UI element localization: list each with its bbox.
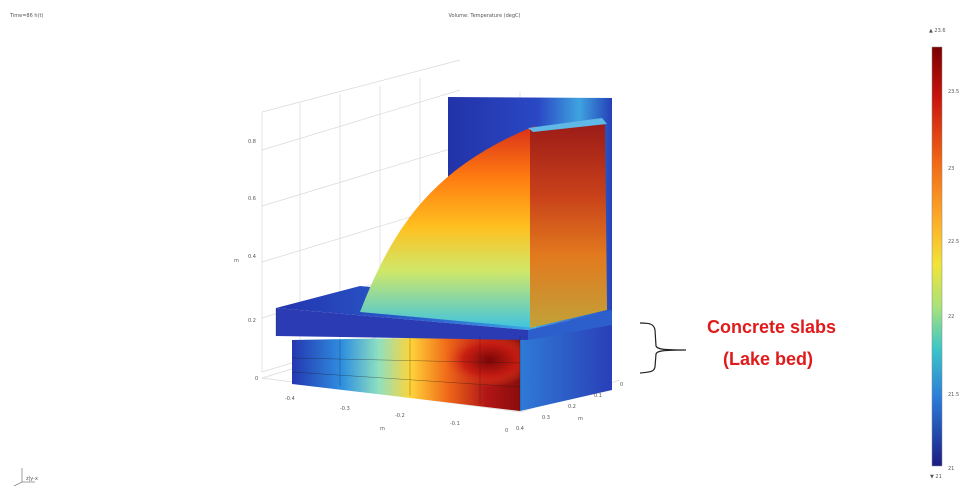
colorbar-tick-label: 21.5 (948, 392, 959, 398)
colorbar-tick-label: 21 (948, 466, 954, 472)
upper-slab-side (528, 310, 612, 340)
wall-top (528, 118, 607, 132)
y-tick-label: 0 (620, 382, 623, 388)
colorbar-tick-label: 22 (948, 314, 954, 320)
z-axis-label: m (234, 258, 239, 264)
colorbar-max-label: ▲ 23.6 (929, 28, 946, 34)
y-tick-label: 0.4 (516, 426, 524, 432)
wall-side (530, 122, 607, 328)
x-tick-label: -0.4 (285, 396, 295, 402)
z-tick-label: 0 (255, 376, 258, 382)
colorbar-tick-label: 23 (948, 166, 954, 172)
annotation-line-1: Concrete slabs (707, 317, 837, 337)
x-tick-label: 0 (505, 428, 508, 434)
axes-triad-icon (13, 468, 35, 487)
colorbar (931, 46, 943, 467)
hot-zone (420, 336, 520, 396)
colorbar-tick-label: 23.5 (948, 89, 959, 95)
y-tick-label: 0.3 (542, 415, 550, 421)
colorbar-tick-label: 22.5 (948, 239, 959, 245)
upper-slab-front (276, 308, 528, 340)
y-axis-label: m (578, 416, 583, 422)
x-tick-label: -0.1 (450, 421, 460, 427)
z-tick-label: 0.4 (248, 254, 256, 260)
annotation-line-2: (Lake bed) (723, 349, 814, 369)
colorbar-min-label: ▼ 21 (930, 474, 942, 480)
x-tick-label: -0.2 (395, 413, 405, 419)
brace-icon (639, 322, 687, 374)
lower-slab-side (520, 322, 612, 411)
slab-edges (275, 308, 521, 411)
y-tick-label: 0.2 (568, 404, 576, 410)
z-tick-label: 0.6 (248, 196, 256, 202)
plot-title: Volume: Temperature (degC) (448, 13, 521, 19)
time-label: Time=86 h(t) (10, 13, 44, 19)
x-tick-label: -0.3 (340, 406, 350, 412)
z-tick-label: 0.8 (248, 139, 256, 145)
axes-triad-label: z|y-x (26, 476, 38, 482)
y-tick-label: 0.1 (594, 393, 602, 399)
z-tick-label: 0.2 (248, 318, 256, 324)
wall-face (360, 126, 536, 328)
x-axis-label: m (380, 426, 385, 432)
